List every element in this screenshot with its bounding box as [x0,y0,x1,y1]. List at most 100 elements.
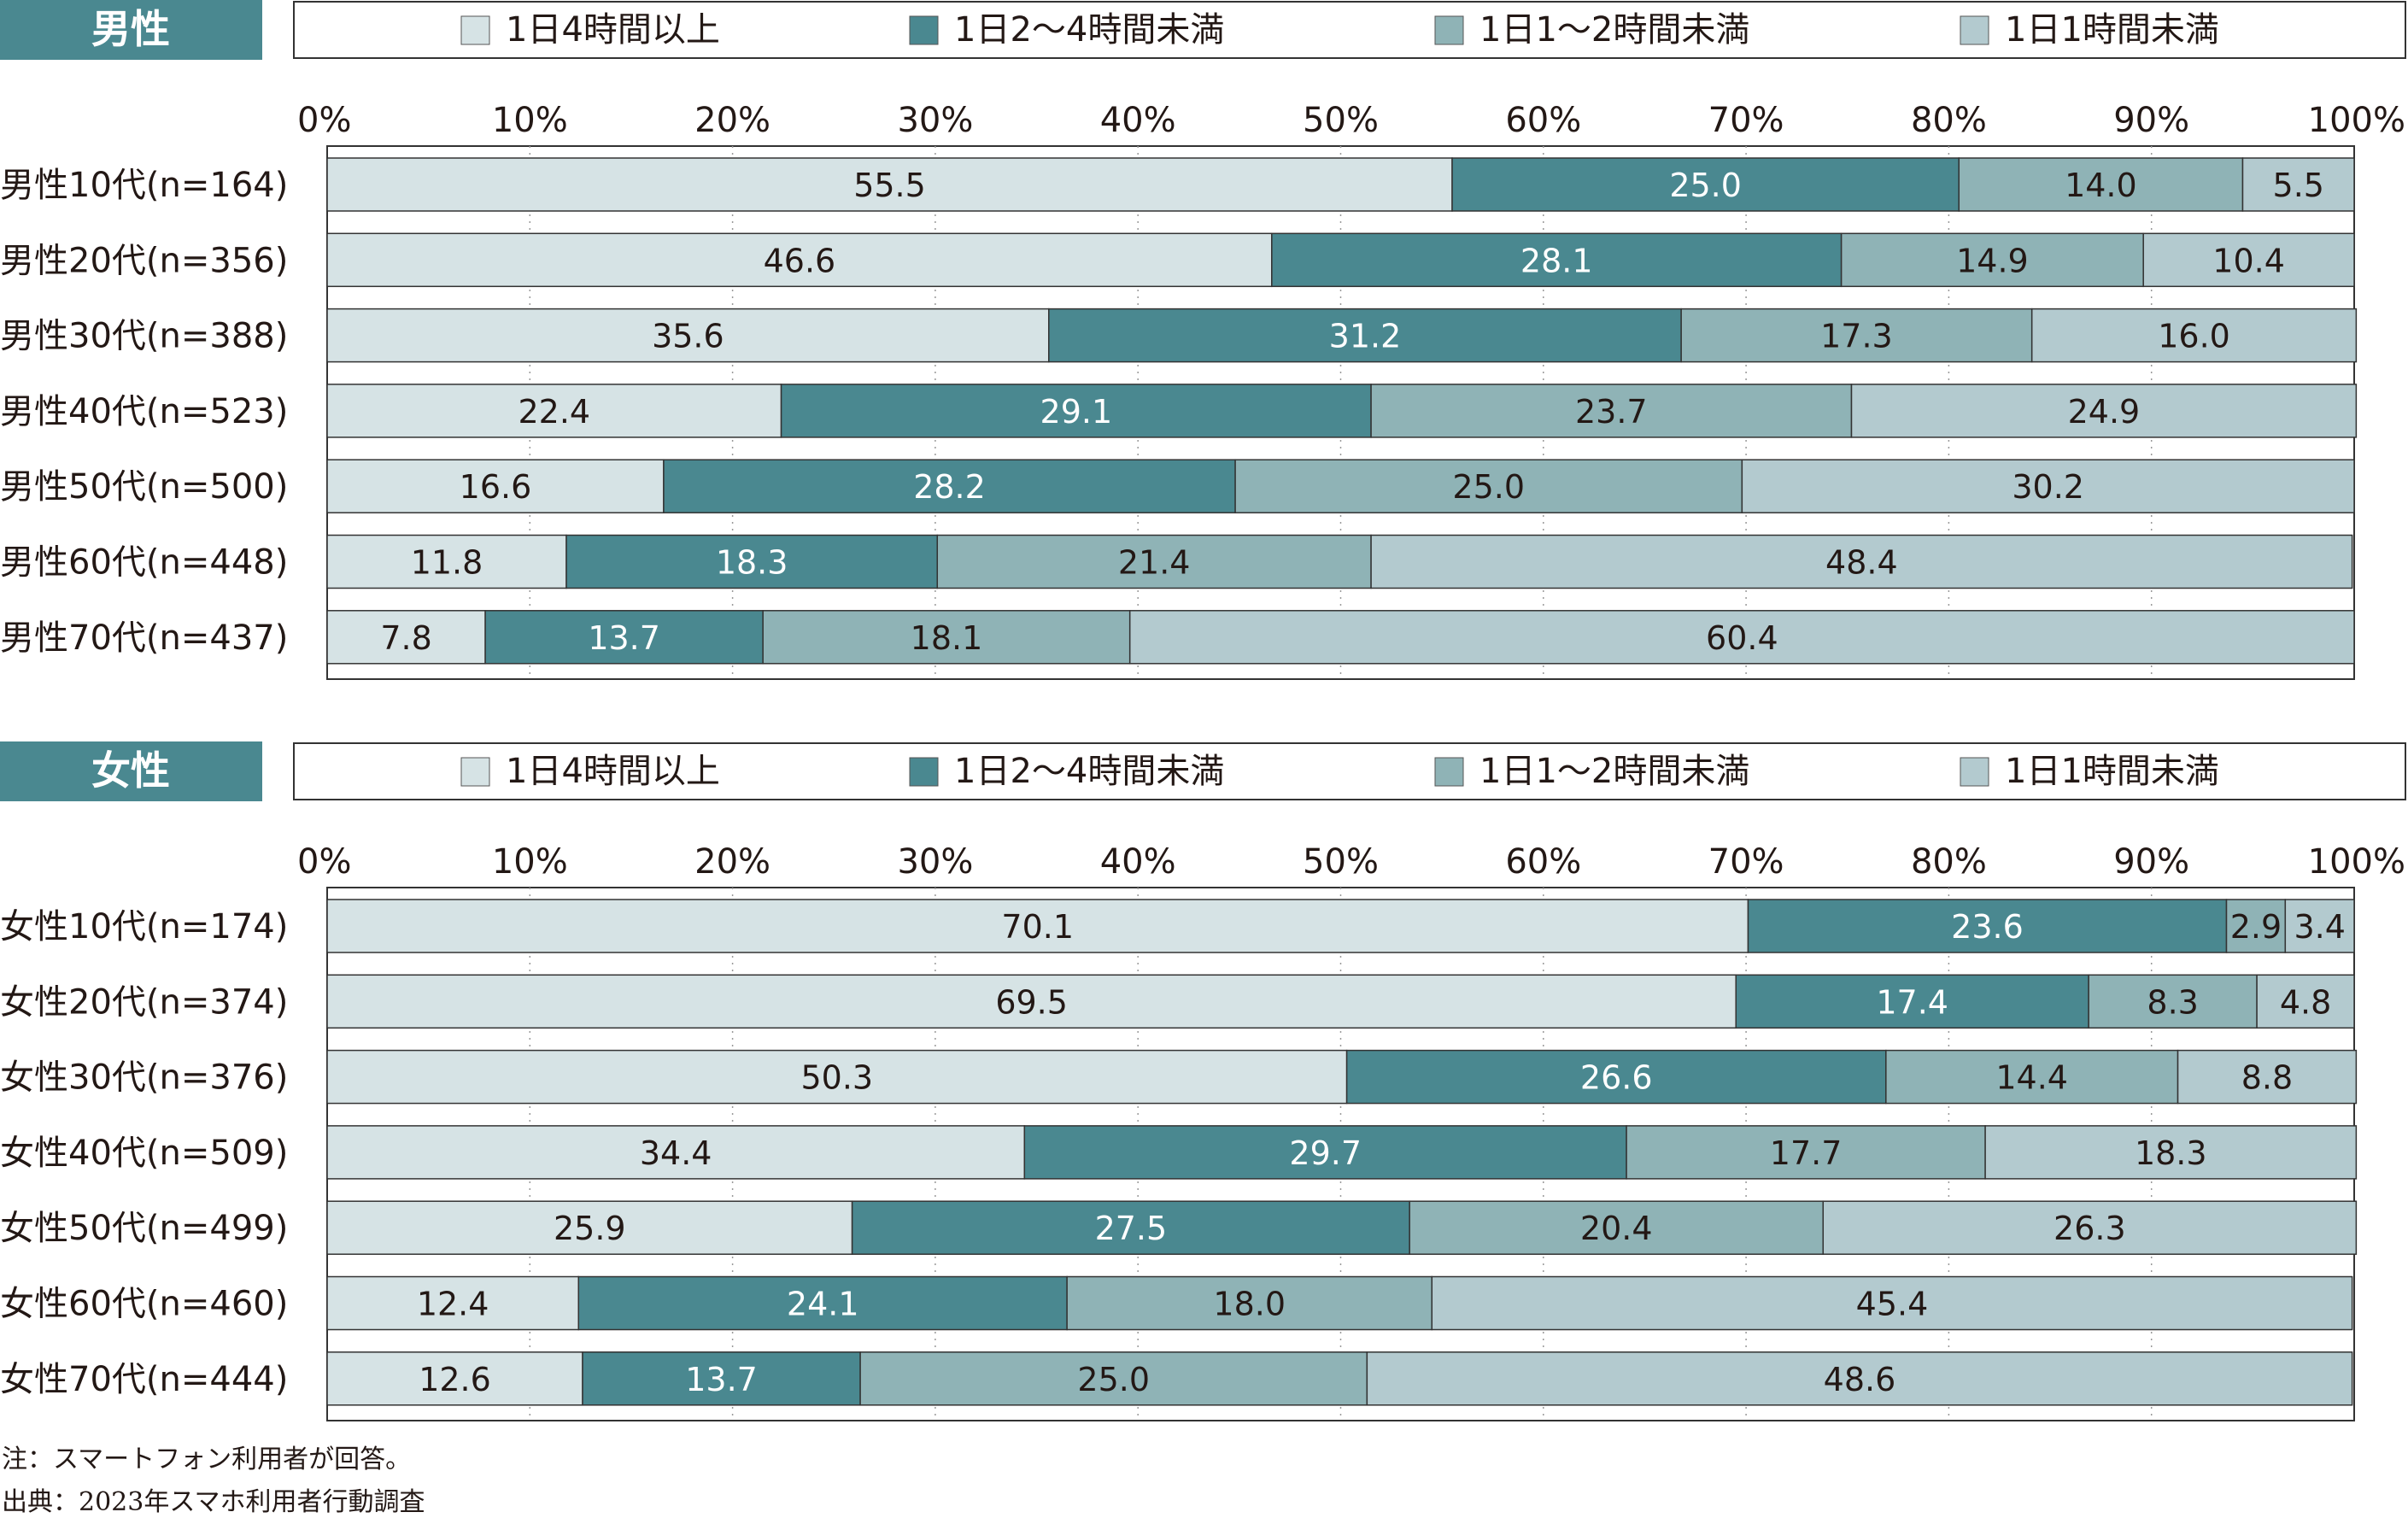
bar-segment-4 [1822,1200,2358,1255]
bar-segment-3 [1409,1200,1825,1255]
axis-tick-label: 70% [1708,842,1784,882]
bar-segment-4 [1370,534,2353,589]
bar-segment-2 [780,384,1372,438]
category-label: 男性30代(n=388) [0,317,288,356]
data-label: 3.4 [2294,908,2345,946]
category-label: 女性10代(n=174) [0,907,288,947]
panel-title: 男性 [91,6,170,52]
data-label: 26.6 [1580,1059,1653,1097]
data-label: 24.9 [2068,393,2141,431]
data-label: 20.4 [1580,1210,1653,1247]
bar-segment-4 [2284,899,2355,953]
data-label: 10.4 [2212,242,2285,279]
bar-segment-1 [326,232,1273,288]
bar-segment-4 [1128,610,2355,665]
legend-label-4: 1日1時間未満 [2005,10,2219,50]
axis-tick-label: 30% [897,101,973,140]
data-label: 25.0 [1077,1361,1150,1398]
bar-segment-4 [2142,232,2355,288]
axis-tick-label: 20% [694,842,770,882]
axis-tick-label: 30% [897,842,973,882]
data-label: 28.2 [913,468,986,506]
chart-panel-2: 女性 1日4時間以上 1日2～4時間未満 1日1～2時間未満 1日1時間未満 0% 10% 2… [0,741,2406,1421]
data-label: 45.4 [1856,1286,1929,1323]
data-label: 21.4 [1118,544,1191,582]
legend-frame [293,1,2406,59]
data-label: 29.7 [1289,1134,1362,1172]
data-label: 17.4 [1876,983,1948,1021]
data-label: 8.3 [2147,983,2198,1021]
data-label: 29.1 [1040,393,1113,431]
axis-tick-label: 70% [1708,101,1784,140]
data-label: 13.7 [685,1361,758,1398]
legend-swatch-3 [1434,757,1464,787]
bar-segment-1 [326,899,1749,953]
legend-label-3: 1日1～2時間未満 [1479,10,1749,50]
data-label: 14.0 [2065,167,2137,204]
bar-segment-2 [851,1200,1410,1255]
panel-title: 女性 [91,747,170,794]
data-label: 18.0 [1213,1286,1286,1323]
axis-tick-label: 60% [1505,842,1581,882]
data-label: 16.6 [460,468,532,506]
axis-tick-label: 0% [297,101,351,140]
legend-label-3: 1日1～2時間未満 [1479,752,1749,791]
category-label: 男性50代(n=500) [0,467,288,507]
axis-tick-label: 90% [2113,101,2189,140]
data-label: 30.2 [2012,468,2084,506]
data-label: 70.1 [1001,908,1074,946]
category-label: 女性20代(n=374) [0,982,288,1022]
bar-segment-4 [2030,308,2358,363]
legend-swatch-2 [909,757,939,787]
data-label: 25.0 [1452,468,1525,506]
data-label: 60.4 [1706,619,1778,657]
bar-segment-3 [1885,1049,2179,1105]
bar-segment-3 [1840,232,2144,288]
data-label: 55.5 [853,167,926,204]
data-label: 50.3 [801,1059,874,1097]
bar-segment-2 [1271,232,1843,288]
legend-frame [293,742,2406,800]
data-label: 34.4 [640,1134,712,1172]
bar-segment-1 [326,459,665,513]
category-label: 男性60代(n=448) [0,543,288,583]
bar-segment-1 [326,1049,1348,1105]
bar-segment-3 [1370,384,1853,438]
axis-tick-label: 90% [2113,842,2189,882]
data-label: 46.6 [764,242,836,279]
bar-segment-2 [1345,1049,1887,1105]
data-label: 12.6 [419,1361,491,1398]
bar-segment-4 [1984,1125,2358,1180]
data-label: 22.4 [518,393,590,431]
bar-segment-1 [326,1125,1026,1180]
category-label: 男性70代(n=437) [0,618,288,658]
bar-segment-3 [1066,1275,1433,1331]
axis-tick-label: 50% [1303,101,1379,140]
category-label: 女性40代(n=509) [0,1134,288,1173]
data-label: 26.3 [2054,1210,2126,1247]
data-label: 12.4 [417,1286,489,1323]
data-label: 7.8 [380,619,431,657]
data-label: 11.8 [411,544,483,582]
bar-segment-3 [1680,308,2033,363]
category-label: 女性50代(n=499) [0,1209,288,1248]
category-label: 女性30代(n=376) [0,1058,288,1098]
axis-tick-label: 100% [2308,842,2405,882]
data-label: 5.5 [2273,167,2324,204]
data-label: 2.9 [2230,908,2282,946]
bar-segment-4 [2256,974,2355,1029]
data-label: 23.7 [1575,393,1648,431]
legend-label-1: 1日4時間以上 [506,752,720,791]
legend-swatch-1 [460,15,490,45]
bar-segment-4 [1850,384,2358,438]
bar-segment-1 [326,1351,583,1406]
bar-segment-2 [484,610,764,665]
legend-label-2: 1日2～4時間未満 [954,752,1224,791]
axis-tick-label: 20% [694,101,770,140]
bar-segment-3 [2088,974,2258,1029]
bar-segment-4 [2241,157,2355,212]
bar-segment-1 [326,1200,853,1255]
data-label: 13.7 [588,619,660,657]
